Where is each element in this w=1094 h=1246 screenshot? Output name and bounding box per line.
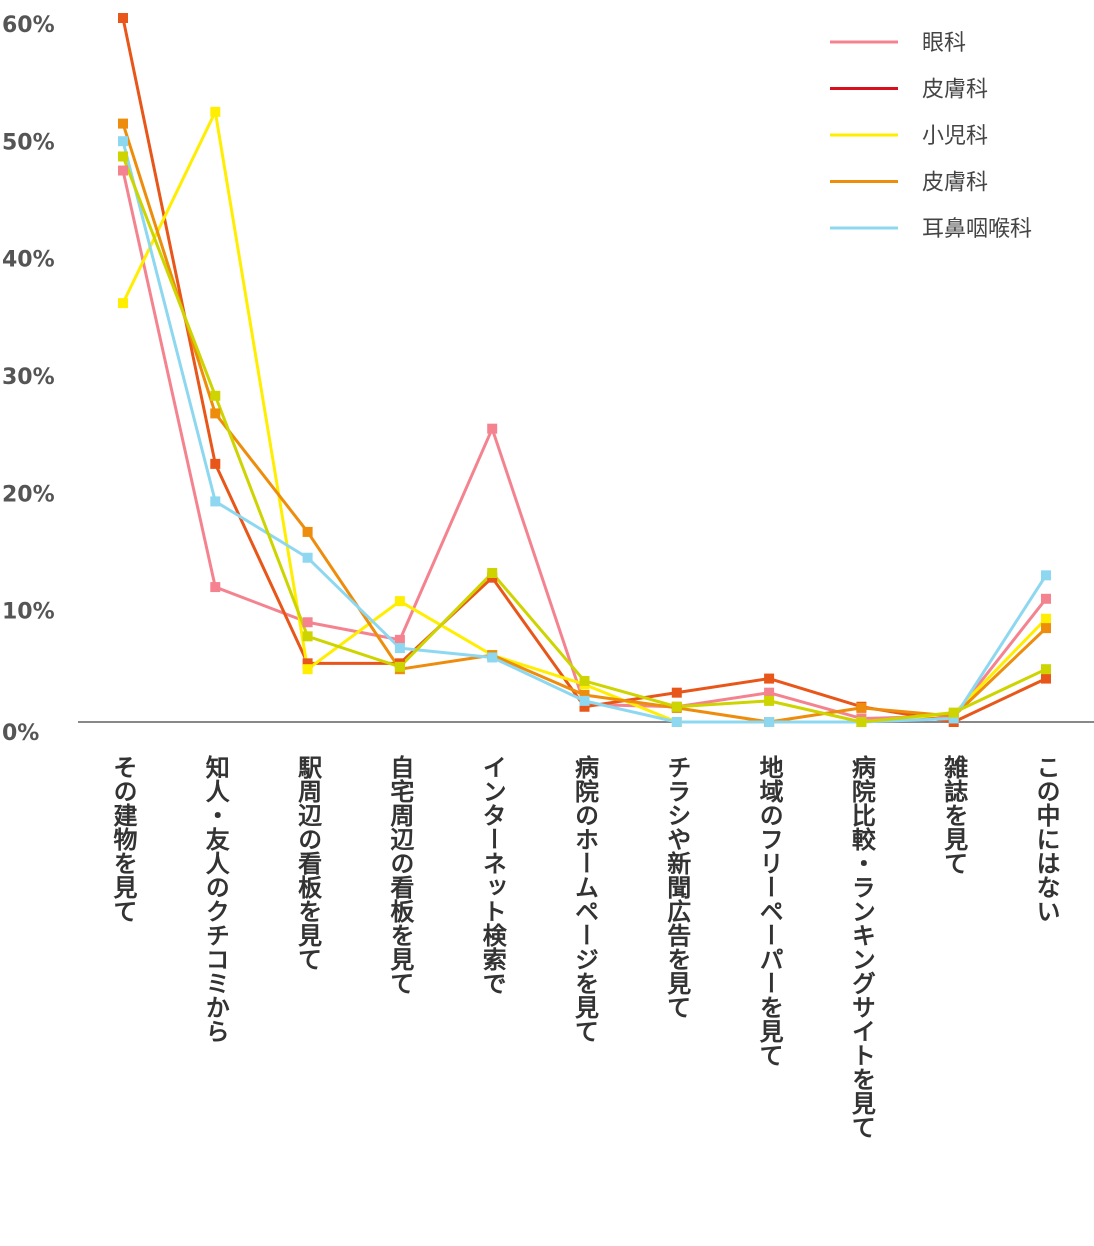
data-point bbox=[302, 617, 313, 628]
legend-label: 皮膚科 bbox=[922, 78, 988, 103]
series-lines bbox=[121, 17, 1048, 724]
data-point bbox=[210, 496, 221, 507]
data-point bbox=[764, 687, 775, 698]
series-line-3 bbox=[121, 123, 1048, 724]
data-point bbox=[579, 701, 590, 712]
category-label: チラシや新聞広告を見て bbox=[663, 755, 691, 1019]
data-point bbox=[487, 567, 498, 578]
series-line-2 bbox=[121, 110, 1048, 724]
category-label: この中にはない bbox=[1032, 755, 1060, 923]
series-line-4 bbox=[121, 140, 1048, 724]
data-point bbox=[302, 658, 313, 669]
data-point bbox=[1041, 673, 1051, 684]
y-tick-label: 60% bbox=[2, 13, 55, 38]
data-point bbox=[1041, 593, 1051, 604]
data-point bbox=[856, 702, 867, 713]
data-point bbox=[118, 13, 128, 23]
data-point bbox=[118, 165, 128, 176]
data-point bbox=[210, 458, 221, 469]
legend-label: 眼科 bbox=[922, 31, 966, 56]
data-point bbox=[394, 661, 405, 672]
data-point bbox=[118, 136, 128, 147]
data-point bbox=[118, 298, 128, 309]
category-label: 雑誌を見て bbox=[940, 754, 969, 875]
y-tick-label: 20% bbox=[2, 482, 55, 507]
data-point bbox=[764, 695, 775, 706]
data-point bbox=[394, 596, 405, 607]
data-point bbox=[210, 106, 221, 117]
category-label: 病院比較・ランキングサイトを見て bbox=[847, 754, 875, 1139]
data-point bbox=[302, 631, 313, 642]
data-point bbox=[1041, 613, 1051, 624]
category-label: 地域のフリーペーパーを見て bbox=[755, 755, 783, 1067]
series-points bbox=[118, 13, 1051, 727]
data-point bbox=[1041, 664, 1051, 675]
y-tick-label: 50% bbox=[2, 130, 55, 155]
data-point bbox=[579, 695, 590, 706]
data-point bbox=[948, 713, 959, 724]
y-tick-label: 10% bbox=[2, 600, 55, 625]
category-label: 病院のホームページを見て bbox=[571, 754, 599, 1043]
y-tick-label: 40% bbox=[2, 248, 55, 273]
category-label: インターネット検索で bbox=[478, 755, 506, 995]
category-labels: その建物を見て 知人・友人のクチコミから 駅周辺の看板を見て 自宅周辺の看板を見て イン… bbox=[109, 754, 1060, 1139]
data-point bbox=[671, 717, 682, 727]
data-point bbox=[210, 390, 221, 401]
data-point bbox=[1041, 570, 1051, 581]
legend-label: 耳鼻咽喉科 bbox=[922, 217, 1032, 242]
category-label: 知人・友人のクチコミから bbox=[201, 755, 229, 1043]
data-point bbox=[764, 673, 775, 684]
data-point bbox=[118, 151, 128, 162]
y-tick-label: 30% bbox=[2, 365, 55, 390]
data-point bbox=[302, 526, 313, 537]
y-axis-ticks: 0% 10% 20% 30% 40% 50% 60% bbox=[2, 13, 55, 746]
category-label: 自宅周辺の看板を見て bbox=[386, 754, 414, 995]
data-point bbox=[1041, 623, 1051, 634]
data-point bbox=[579, 690, 590, 701]
data-point bbox=[487, 652, 498, 663]
category-label: その建物を見て bbox=[109, 755, 137, 923]
category-label: 駅周辺の看板を見て bbox=[294, 755, 322, 971]
y-tick-label: 0% bbox=[2, 721, 39, 746]
data-point bbox=[302, 664, 313, 675]
data-point bbox=[210, 408, 221, 419]
legend-label: 小児科 bbox=[922, 124, 988, 149]
series-line-1 bbox=[121, 17, 1047, 724]
data-point bbox=[394, 634, 405, 645]
data-point bbox=[671, 701, 682, 712]
data-point bbox=[394, 643, 405, 654]
data-point bbox=[487, 423, 498, 434]
data-point bbox=[948, 707, 959, 718]
data-point bbox=[579, 675, 590, 686]
data-point bbox=[856, 717, 867, 727]
series-line-5 bbox=[121, 155, 1047, 724]
data-point bbox=[302, 552, 313, 563]
data-point bbox=[210, 582, 221, 593]
legend-label: 皮膚科 bbox=[922, 171, 988, 196]
data-point bbox=[764, 717, 775, 727]
data-point bbox=[671, 687, 682, 698]
data-point bbox=[118, 118, 128, 129]
series-line-0 bbox=[121, 170, 1048, 720]
